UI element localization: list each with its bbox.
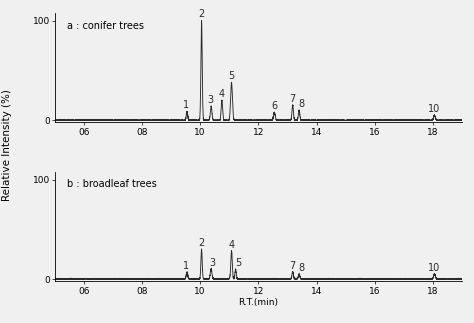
Text: 6: 6 — [271, 101, 277, 111]
Text: 5: 5 — [236, 257, 242, 267]
Text: 7: 7 — [289, 261, 295, 271]
Text: 2: 2 — [199, 238, 205, 248]
Text: 1: 1 — [182, 100, 189, 110]
Text: 1: 1 — [182, 261, 189, 271]
Text: 3: 3 — [209, 257, 215, 267]
Text: b : broadleaf trees: b : broadleaf trees — [67, 179, 156, 189]
Text: 8: 8 — [298, 99, 304, 109]
Text: 4: 4 — [219, 89, 224, 99]
Text: 7: 7 — [289, 94, 295, 104]
X-axis label: R.T.(min): R.T.(min) — [238, 298, 278, 307]
Text: 10: 10 — [428, 263, 441, 273]
Text: 5: 5 — [228, 71, 235, 81]
Text: 8: 8 — [298, 263, 304, 273]
Text: 2: 2 — [199, 9, 205, 19]
Text: 4: 4 — [228, 240, 235, 250]
Text: Relative Intensity (%): Relative Intensity (%) — [2, 89, 12, 201]
Text: 3: 3 — [208, 95, 214, 105]
Text: a : conifer trees: a : conifer trees — [67, 21, 144, 31]
Text: 10: 10 — [428, 104, 441, 114]
